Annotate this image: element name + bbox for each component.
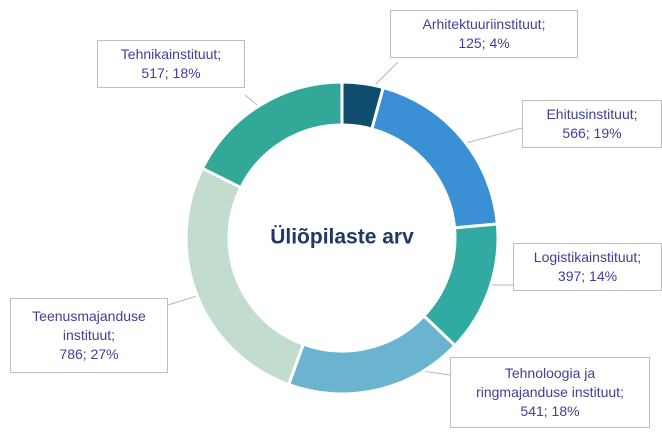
donut <box>184 80 500 396</box>
data-label: Teenusmajanduse instituut; 786; 27% <box>10 298 168 373</box>
value-label: 786; 27% <box>59 346 119 362</box>
category-label: Arhitektuuriinstituut; <box>422 16 546 32</box>
value-label: 541; 18% <box>520 403 580 419</box>
category-label: Teenusmajanduse instituut; <box>32 308 146 343</box>
data-label: Tehnikainstituut; 517; 18% <box>97 40 245 88</box>
value-label: 566; 19% <box>562 125 622 141</box>
donut-segment <box>286 313 458 396</box>
category-label: Ehitusinstituut; <box>546 106 638 122</box>
donut-segment <box>184 166 306 387</box>
category-label: Tehnikainstituut; <box>120 46 222 62</box>
value-label: 397; 14% <box>557 268 618 284</box>
chart-title: Üliõpilaste arv <box>270 226 414 249</box>
data-label: Ehitusinstituut; 566; 19% <box>522 100 662 148</box>
data-label: Arhitektuuriinstituut; 125; 4% <box>390 10 578 58</box>
value-label: 125; 4% <box>458 35 510 51</box>
data-label: Tehnoloogia ja ringmajanduse instituut; … <box>450 357 650 428</box>
data-label: Logistikainstituut; 397; 14% <box>513 243 662 291</box>
donut-segment <box>370 85 499 230</box>
donut-segment <box>200 80 344 190</box>
value-label: 517; 18% <box>141 65 201 81</box>
category-label: Tehnoloogia ja ringmajanduse instituut; <box>476 365 624 400</box>
category-label: Logistikainstituut; <box>533 249 642 265</box>
